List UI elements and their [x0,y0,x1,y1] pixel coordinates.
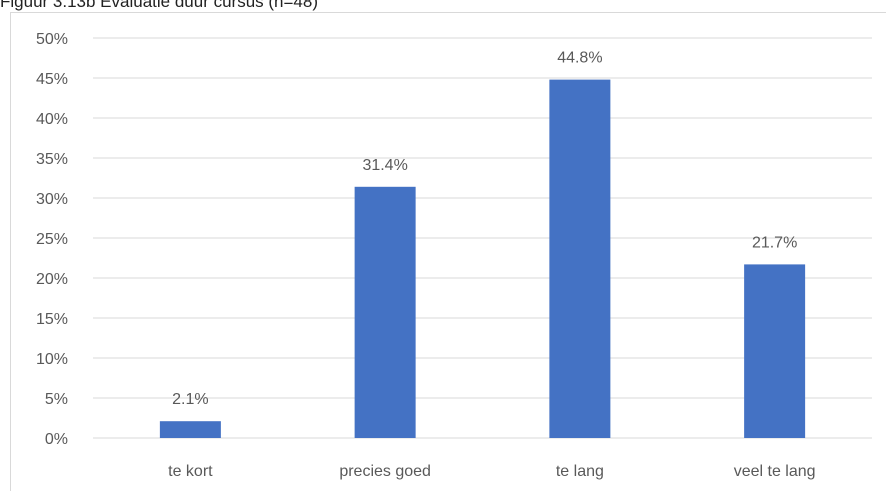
y-tick-label: 50% [36,31,68,48]
x-tick-label: te kort [168,463,213,480]
y-tick-label: 25% [36,231,68,248]
y-tick-label: 10% [36,351,68,368]
data-label: 44.8% [557,50,602,67]
y-tick-label: 35% [36,151,68,168]
bars [159,79,806,438]
data-label: 21.7% [752,234,797,251]
y-tick-label: 15% [36,311,68,328]
bar [744,264,806,438]
data-label: 31.4% [362,157,407,174]
y-axis-ticks: 0% 5% 10% 15% 20% 25% 30% 35% 40% 45% 50% [36,31,68,448]
bar [159,421,221,438]
data-labels: 2.1% 31.4% 44.8% 21.7% [172,50,797,409]
x-tick-label: precies goed [339,463,431,480]
x-tick-label: te lang [556,463,604,480]
x-axis-ticks: te kort precies goed te lang veel te lang [168,463,815,480]
gridlines [93,37,872,439]
figure-caption: Figuur 3.13b Evaluatie duur cursus (n=48… [0,0,318,11]
y-tick-label: 30% [36,191,68,208]
bar [549,79,611,438]
x-tick-label: veel te lang [734,463,816,480]
y-tick-label: 45% [36,71,68,88]
y-tick-label: 20% [36,271,68,288]
y-tick-label: 0% [45,431,68,448]
chart-frame [10,12,886,491]
bar [354,186,416,438]
y-tick-label: 40% [36,111,68,128]
y-tick-label: 5% [45,391,68,408]
data-label: 2.1% [172,391,208,408]
